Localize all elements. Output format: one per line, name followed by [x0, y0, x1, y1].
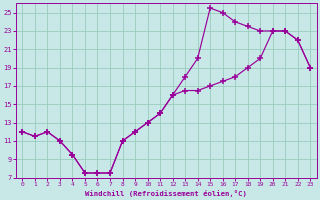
- X-axis label: Windchill (Refroidissement éolien,°C): Windchill (Refroidissement éolien,°C): [85, 190, 247, 197]
